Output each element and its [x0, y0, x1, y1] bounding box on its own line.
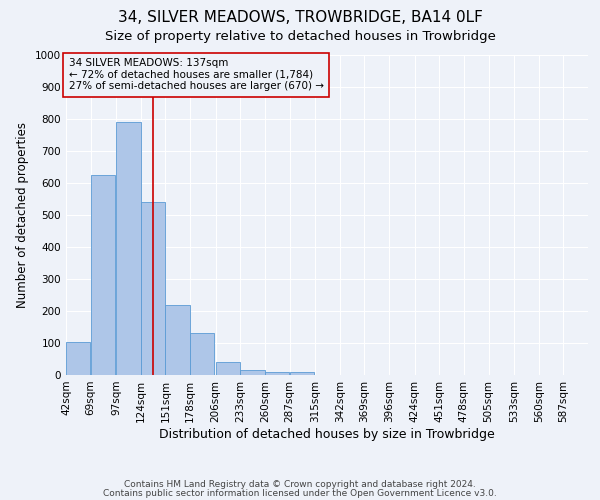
X-axis label: Distribution of detached houses by size in Trowbridge: Distribution of detached houses by size … — [159, 428, 495, 440]
Text: 34 SILVER MEADOWS: 137sqm
← 72% of detached houses are smaller (1,784)
27% of se: 34 SILVER MEADOWS: 137sqm ← 72% of detac… — [68, 58, 323, 92]
Bar — [141, 202, 165, 375]
Bar — [116, 122, 140, 375]
Bar — [290, 372, 314, 375]
Bar — [241, 370, 265, 375]
Text: Contains HM Land Registry data © Crown copyright and database right 2024.: Contains HM Land Registry data © Crown c… — [124, 480, 476, 489]
Text: 34, SILVER MEADOWS, TROWBRIDGE, BA14 0LF: 34, SILVER MEADOWS, TROWBRIDGE, BA14 0LF — [118, 10, 482, 25]
Text: Size of property relative to detached houses in Trowbridge: Size of property relative to detached ho… — [104, 30, 496, 43]
Bar — [265, 372, 289, 375]
Bar — [215, 362, 240, 375]
Bar — [91, 175, 115, 375]
Bar — [66, 342, 91, 375]
Bar — [166, 304, 190, 375]
Y-axis label: Number of detached properties: Number of detached properties — [16, 122, 29, 308]
Text: Contains public sector information licensed under the Open Government Licence v3: Contains public sector information licen… — [103, 488, 497, 498]
Bar — [190, 334, 214, 375]
